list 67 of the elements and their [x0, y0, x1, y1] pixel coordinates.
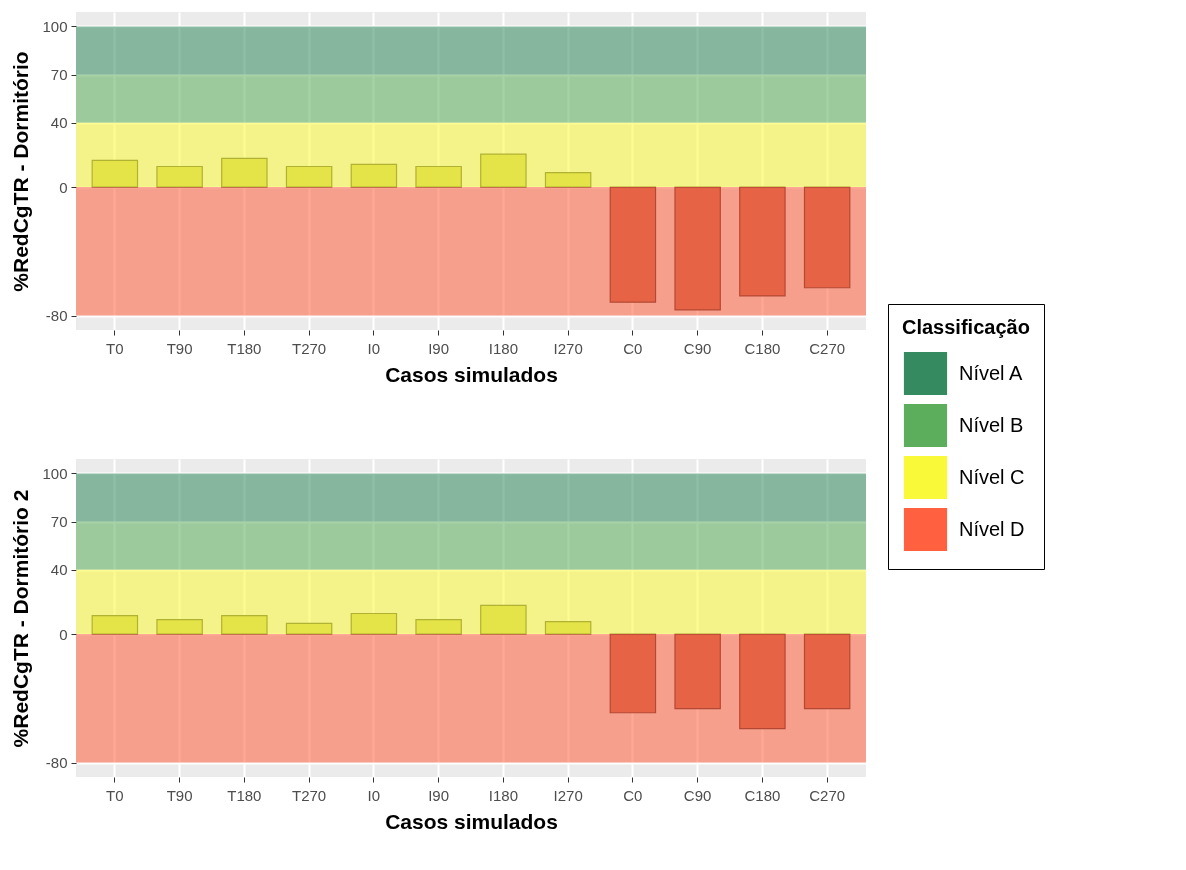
legend-label: Nível D [959, 517, 1025, 540]
legend-title: Classificação [902, 316, 1030, 338]
bar [544, 621, 592, 635]
y-tick-label: 0 [59, 625, 68, 643]
bar [91, 159, 139, 188]
x-tick-label: I180 [488, 786, 518, 804]
x-tick-label: T0 [106, 786, 124, 804]
x-tick-label: C270 [809, 339, 846, 357]
bar [739, 633, 786, 730]
x-axis-title: Casos simulados [385, 362, 558, 386]
x-tick-label: C0 [623, 339, 643, 357]
bar [285, 165, 333, 188]
x-tick-label: I270 [553, 786, 583, 804]
y-tick-label: 100 [42, 17, 68, 35]
y-tick-label: 40 [50, 114, 68, 132]
y-tick-label: -80 [45, 754, 68, 772]
y-tick-label: -80 [45, 307, 68, 325]
x-tick-label: C180 [744, 339, 781, 357]
x-tick-label: T270 [292, 786, 327, 804]
bar [609, 633, 657, 714]
y-axis-title: %RedCgTR - Dormitório [9, 51, 33, 292]
y-tick-label: 70 [50, 513, 68, 531]
x-tick-label: I0 [367, 339, 381, 357]
y-tick-label: 70 [50, 66, 68, 84]
bar [415, 165, 462, 188]
legend-label: Nível A [959, 361, 1024, 384]
bar [350, 612, 398, 635]
y-tick-label: 0 [59, 178, 68, 196]
x-tick-label: I0 [367, 786, 381, 804]
y-tick-label: 100 [42, 464, 68, 482]
x-tick-label: I90 [428, 786, 450, 804]
bar [739, 186, 786, 297]
legend-label: Nível B [959, 413, 1024, 436]
x-tick-label: I270 [553, 339, 583, 357]
bar [480, 604, 527, 635]
legend-label: Nível C [959, 465, 1025, 488]
y-axis-title: %RedCgTR - Dormitório 2 [9, 489, 33, 748]
bar [803, 633, 851, 710]
x-axis-title: Casos simulados [385, 809, 558, 833]
x-tick-label: T270 [292, 339, 327, 357]
x-tick-label: T180 [227, 339, 262, 357]
x-tick-label: I180 [488, 339, 518, 357]
x-tick-label: C270 [809, 786, 846, 804]
y-tick-label: 40 [50, 561, 68, 579]
x-tick-label: T180 [227, 786, 262, 804]
bar [480, 153, 527, 188]
bar [156, 165, 203, 188]
bar [674, 633, 721, 710]
bar [350, 163, 398, 188]
bar [221, 157, 268, 188]
bar [544, 172, 592, 188]
x-tick-label: I90 [428, 339, 450, 357]
x-tick-label: C90 [683, 339, 712, 357]
x-tick-label: C90 [683, 786, 712, 804]
x-tick-label: T90 [166, 339, 193, 357]
x-tick-label: T0 [106, 339, 124, 357]
bar [674, 186, 721, 311]
bar [803, 186, 851, 289]
x-tick-label: T90 [166, 786, 193, 804]
x-tick-label: C0 [623, 786, 643, 804]
bar [285, 622, 333, 635]
x-tick-label: C180 [744, 786, 781, 804]
bar [609, 186, 657, 303]
bar [156, 619, 203, 635]
bar [91, 614, 139, 635]
bar [415, 619, 462, 635]
bar [221, 614, 268, 635]
